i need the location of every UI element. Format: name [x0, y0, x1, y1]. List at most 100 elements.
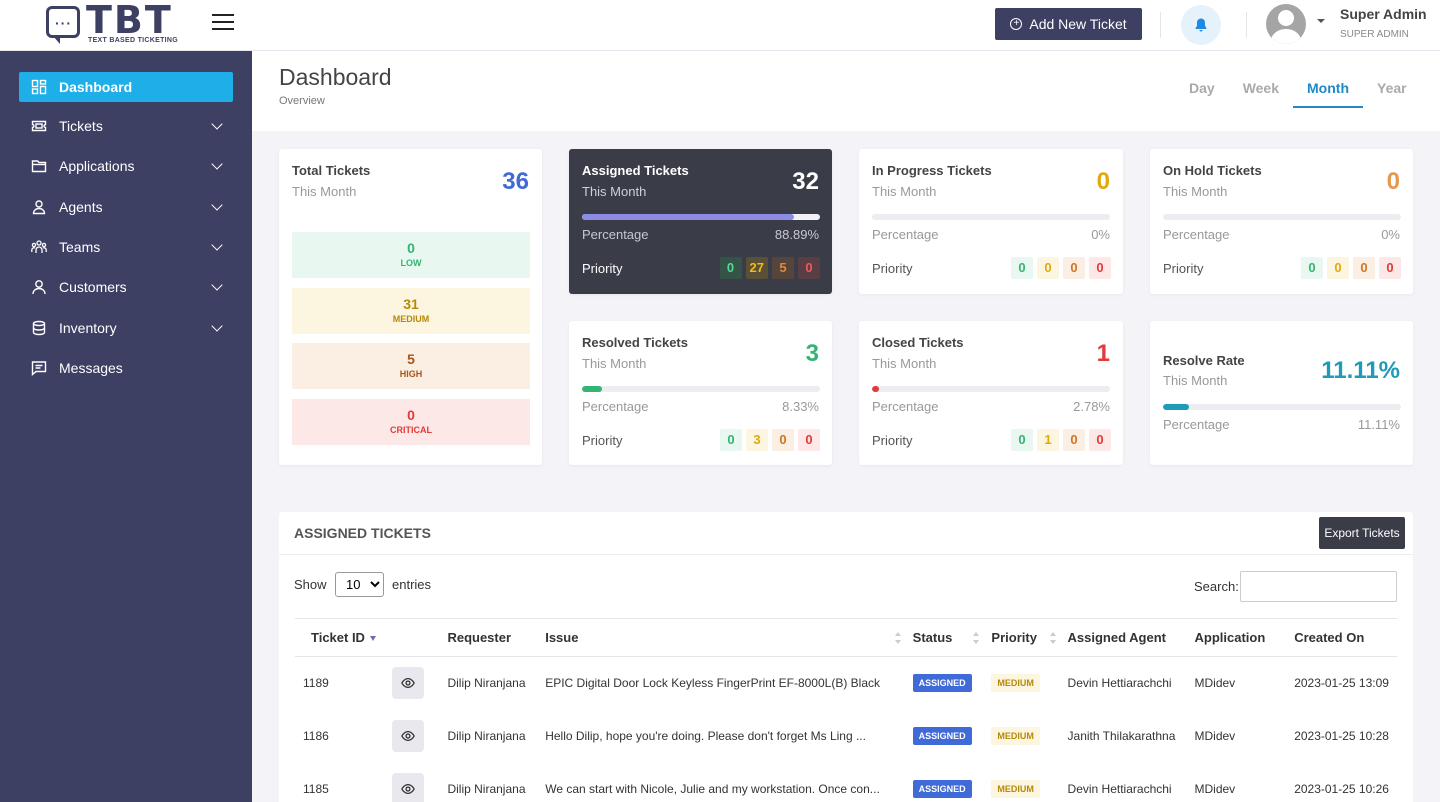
sidebar-item-teams[interactable]: Teams	[19, 232, 233, 262]
critical-priority-count: 0	[1089, 257, 1111, 279]
export-tickets-button[interactable]: Export Tickets	[1319, 517, 1405, 549]
column-label: Status	[912, 630, 953, 645]
divider	[1246, 12, 1247, 38]
panel-header: ASSIGNED TICKETS Export Tickets	[279, 512, 1413, 555]
sidebar-item-dashboard[interactable]: Dashboard	[19, 72, 233, 102]
table-row[interactable]: 1185 Dilip Niranjana We can start with N…	[295, 763, 1397, 802]
card-title: Total Tickets	[292, 163, 371, 178]
priority-badge: MEDIUM	[991, 727, 1040, 745]
ticket-id: 1189	[303, 676, 329, 691]
divider	[1160, 12, 1161, 38]
logo-subtitle: TEXT BASED TICKETING	[88, 37, 179, 44]
high-priority-count: 0	[772, 429, 794, 451]
percentage-label: Percentage	[582, 227, 649, 242]
eye-icon[interactable]	[391, 667, 424, 700]
column-label: Ticket ID	[311, 630, 365, 645]
user-name: Super Admin	[1340, 6, 1427, 22]
resolve-rate-card: Resolve Rate This Month 11.11% Percentag…	[1150, 321, 1413, 465]
priority-label: Priority	[1163, 261, 1204, 276]
column-application[interactable]: Application	[1186, 618, 1287, 657]
medium-priority-count: 1	[1037, 429, 1059, 451]
sidebar-item-messages[interactable]: Messages	[19, 353, 233, 383]
low-count: 0	[407, 240, 415, 256]
created-on: 2023-01-25 10:26	[1294, 782, 1389, 796]
add-new-ticket-button[interactable]: + Add New Ticket	[995, 8, 1142, 40]
percentage-value: 0%	[1381, 227, 1400, 242]
low-priority-count: 0	[1011, 429, 1033, 451]
panel-title: ASSIGNED TICKETS	[294, 525, 431, 541]
table-header-row: Ticket ID Requester Issue Status Priorit…	[295, 618, 1397, 657]
column-requester[interactable]: Requester	[439, 618, 538, 657]
status-badge: ASSIGNED	[912, 780, 972, 798]
critical-priority-count: 0	[1379, 257, 1401, 279]
high-priority-count: 0	[1063, 257, 1085, 279]
issue: Hello Dilip, hope you're doing. Please d…	[545, 729, 866, 743]
column-priority[interactable]: Priority	[983, 618, 1060, 657]
low-priority-count: 0	[1011, 257, 1033, 279]
priority-cell: MEDIUM	[983, 657, 1059, 710]
page-subtitle: Overview	[279, 95, 325, 107]
medium-priority-count: 27	[745, 257, 768, 279]
avatar[interactable]	[1266, 4, 1306, 44]
medium-priority-count: 0	[1037, 257, 1059, 279]
column-label: Created On	[1294, 630, 1365, 645]
table-row[interactable]: 1186 Dilip Niranjana Hello Dilip, hope y…	[295, 710, 1397, 763]
notification-bell-icon[interactable]	[1181, 5, 1221, 45]
search-input[interactable]	[1240, 571, 1397, 602]
sidebar-item-label: Messages	[59, 360, 123, 376]
card-value: 0	[1096, 168, 1110, 195]
view-cell	[384, 657, 440, 710]
high-label: HIGH	[399, 369, 423, 379]
column-created-on[interactable]: Created On	[1286, 618, 1397, 657]
logo-text: TBT	[86, 0, 173, 42]
critical-count-box: 0 CRITICAL	[292, 399, 530, 445]
sidebar-item-label: Dashboard	[59, 79, 133, 95]
column-assigned-agent[interactable]: Assigned Agent	[1059, 618, 1187, 657]
sidebar-item-applications[interactable]: Applications	[19, 151, 233, 181]
menu-toggle-icon[interactable]	[212, 14, 234, 30]
eye-icon[interactable]	[391, 773, 424, 802]
card-title: Assigned Tickets	[582, 163, 689, 178]
customer-icon	[31, 279, 47, 295]
period-tabs: Day Week Month Year	[1175, 72, 1421, 108]
user-role: SUPER ADMIN	[1340, 29, 1409, 40]
sidebar-item-agents[interactable]: Agents	[19, 192, 233, 222]
sidebar-item-customers[interactable]: Customers	[19, 272, 233, 302]
card-title: Resolved Tickets	[582, 335, 688, 350]
column-issue[interactable]: Issue	[537, 618, 905, 657]
sidebar-item-tickets[interactable]: Tickets	[19, 111, 233, 141]
card-title: Resolve Rate	[1163, 353, 1245, 368]
assigned-agent: Devin Hettiarachchi	[1067, 782, 1172, 796]
message-icon	[31, 360, 47, 376]
tab-day[interactable]: Day	[1189, 80, 1215, 96]
priority-badges: 0 3 0 0	[720, 429, 820, 451]
entries-select[interactable]: 10	[335, 572, 384, 597]
assigned-agent: Janith Thilakarathna	[1067, 729, 1176, 743]
critical-priority-count: 0	[1089, 429, 1111, 451]
status-badge: ASSIGNED	[912, 727, 972, 745]
tab-week[interactable]: Week	[1242, 80, 1280, 96]
column-label: Priority	[991, 630, 1037, 645]
percentage-value: 8.33%	[782, 399, 819, 414]
page-title: Dashboard	[279, 64, 392, 90]
column-status[interactable]: Status	[904, 618, 984, 657]
medium-count-box: 31 MEDIUM	[292, 288, 530, 334]
logo[interactable]: ··· TBT TEXT BASED TICKETING	[46, 0, 179, 46]
priority-badge: MEDIUM	[991, 780, 1040, 798]
issue: We can start with Nicole, Julie and my w…	[545, 782, 880, 796]
chevron-down-icon[interactable]	[1317, 19, 1325, 23]
resolved-tickets-card: Resolved Tickets This Month 3 Percentage…	[569, 321, 832, 465]
column-ticket-id[interactable]: Ticket ID	[295, 618, 384, 657]
tab-month[interactable]: Month	[1293, 72, 1363, 108]
progress-bar	[1163, 404, 1401, 410]
progress-bar	[582, 214, 820, 220]
sidebar-item-inventory[interactable]: Inventory	[19, 313, 233, 343]
top-bar: ··· TBT TEXT BASED TICKETING + Add New T…	[0, 0, 1440, 51]
eye-icon[interactable]	[391, 720, 424, 752]
created-on: 2023-01-25 13:09	[1294, 676, 1389, 691]
tab-year[interactable]: Year	[1377, 80, 1407, 96]
table-row[interactable]: 1189 Dilip Niranjana EPIC Digital Door L…	[295, 657, 1397, 710]
card-subtitle: This Month	[582, 184, 647, 199]
ticket-id: 1185	[303, 782, 329, 796]
in-progress-tickets-card: In Progress Tickets This Month 0 Percent…	[859, 149, 1123, 294]
